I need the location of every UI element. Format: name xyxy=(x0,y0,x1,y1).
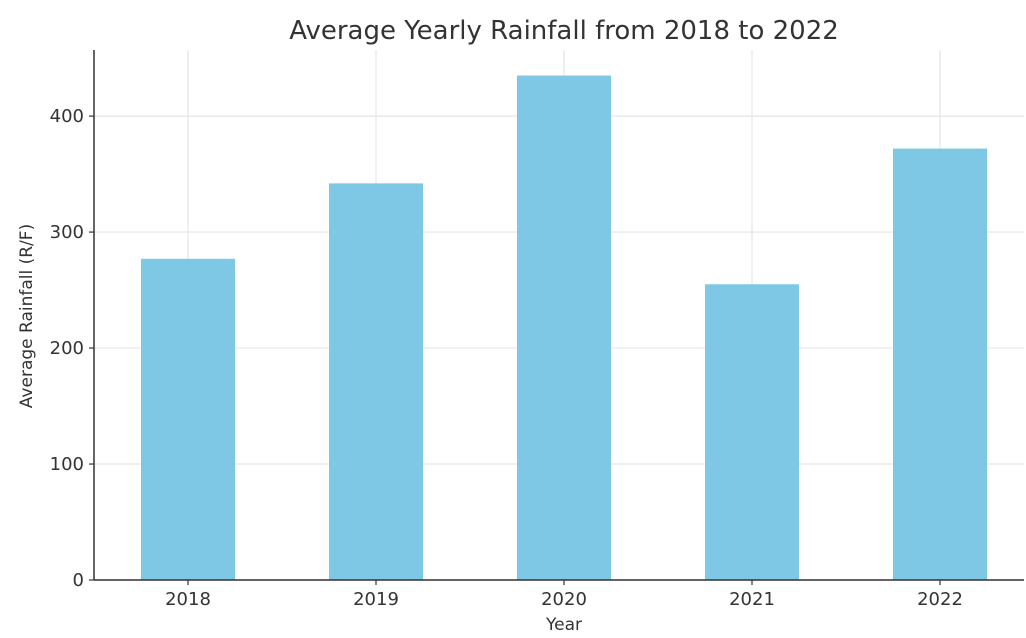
y-tick-label: 100 xyxy=(50,454,84,475)
bar-2021 xyxy=(705,284,799,580)
y-tick-label: 0 xyxy=(73,570,84,591)
bars-layer xyxy=(141,75,987,580)
x-tick-label-2021: 2021 xyxy=(729,589,775,610)
x-axis-label: Year xyxy=(545,615,582,634)
bar-2018 xyxy=(141,258,235,580)
x-tick-label-2018: 2018 xyxy=(165,589,211,610)
x-tick-label-2020: 2020 xyxy=(541,589,587,610)
axes-layer xyxy=(93,50,1024,581)
y-tick-label: 200 xyxy=(50,338,84,359)
y-tick-label: 400 xyxy=(50,106,84,127)
bar-2019 xyxy=(329,183,423,580)
bar-2022 xyxy=(893,148,987,580)
ticks-layer: 0 100 200 300 400 2018 2019 2020 2021 2022 xyxy=(50,106,963,610)
chart-title: Average Yearly Rainfall from 2018 to 202… xyxy=(289,16,839,46)
y-axis-label: Average Rainfall (R/F) xyxy=(17,224,37,408)
bar-2020 xyxy=(517,75,611,580)
x-tick-label-2019: 2019 xyxy=(353,589,399,610)
x-tick-label-2022: 2022 xyxy=(917,589,963,610)
y-tick-label: 300 xyxy=(50,222,84,243)
